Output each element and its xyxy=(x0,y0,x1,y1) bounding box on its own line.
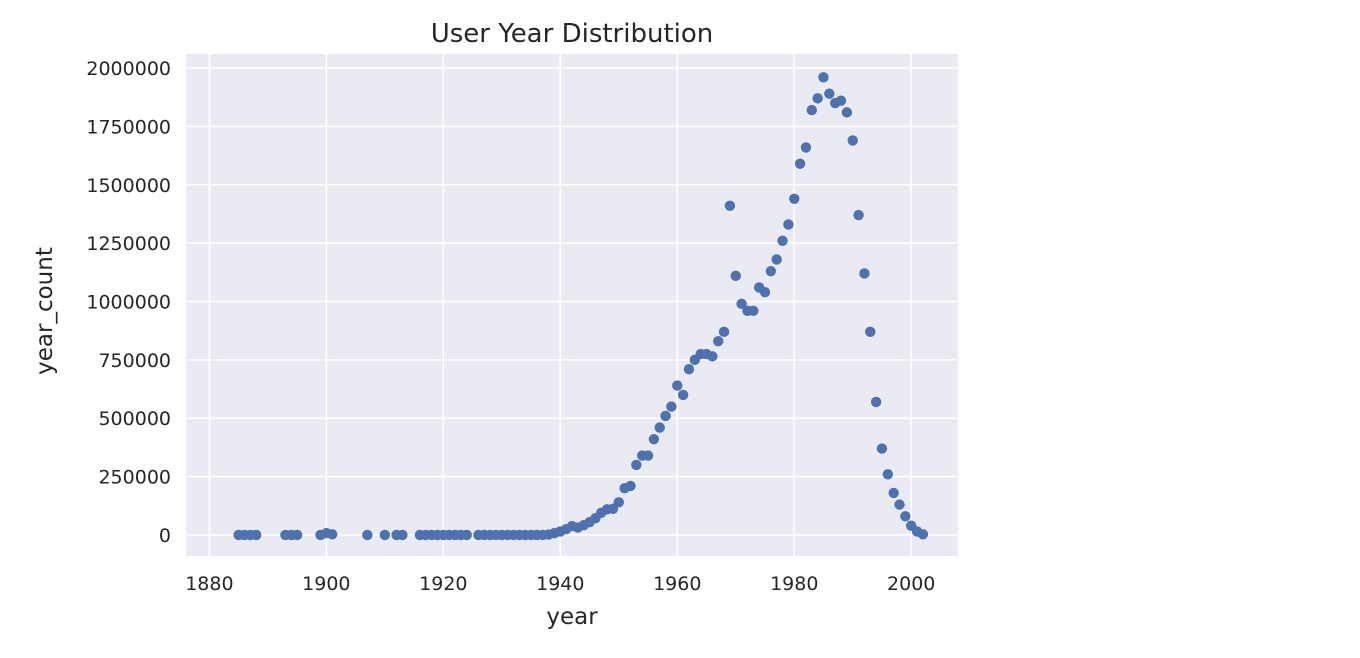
x-tick-label: 1940 xyxy=(536,573,584,595)
x-tick-label: 1880 xyxy=(185,573,233,595)
data-point xyxy=(625,480,636,492)
data-point xyxy=(736,298,747,310)
data-point xyxy=(613,497,624,508)
x-axis-label: year xyxy=(546,604,598,630)
data-point xyxy=(677,389,689,401)
data-point xyxy=(824,88,835,99)
data-point xyxy=(783,219,794,230)
data-point xyxy=(250,529,262,541)
data-point xyxy=(362,529,373,541)
data-point xyxy=(777,235,788,246)
x-tick-label: 1980 xyxy=(770,573,818,595)
data-point xyxy=(327,529,338,540)
y-tick-label: 0 xyxy=(159,525,171,547)
data-point xyxy=(642,450,654,461)
y-tick-label: 1750000 xyxy=(86,116,171,138)
data-point xyxy=(631,459,642,471)
data-point xyxy=(291,529,303,541)
data-point xyxy=(771,254,782,265)
data-point xyxy=(707,351,718,362)
data-point xyxy=(683,364,695,375)
y-tick-label: 1250000 xyxy=(86,233,171,255)
data-point xyxy=(841,107,853,118)
x-tick-label: 1900 xyxy=(302,573,350,595)
x-tick-label: 1960 xyxy=(653,573,701,595)
data-point xyxy=(730,270,741,282)
data-point xyxy=(917,529,929,540)
data-point xyxy=(718,326,730,338)
data-point xyxy=(818,72,829,83)
x-axis-ticks: 1880 1900 1920 1940 1960 1980 2000 xyxy=(185,573,935,595)
data-point xyxy=(900,511,911,522)
y-axis-label: year_count xyxy=(32,247,58,375)
data-point xyxy=(672,380,683,391)
data-point xyxy=(876,443,888,454)
data-point xyxy=(660,410,671,422)
data-point xyxy=(800,142,812,153)
data-point xyxy=(806,104,817,116)
y-tick-label: 750000 xyxy=(98,350,171,372)
data-point xyxy=(870,396,882,408)
x-tick-label: 1920 xyxy=(419,573,467,595)
data-point xyxy=(379,529,391,541)
x-tick-label: 2000 xyxy=(887,573,935,595)
data-point xyxy=(713,335,724,347)
data-point xyxy=(847,135,858,146)
plot-area xyxy=(186,54,958,556)
data-point xyxy=(724,200,736,211)
data-point xyxy=(894,499,905,510)
grid xyxy=(186,54,958,556)
chart-title: User Year Distribution xyxy=(431,19,714,49)
y-tick-label: 2000000 xyxy=(86,58,171,80)
data-point xyxy=(654,422,665,433)
data-point xyxy=(835,95,847,106)
data-point xyxy=(794,158,806,169)
y-tick-label: 500000 xyxy=(98,408,171,430)
data-points xyxy=(233,72,929,541)
data-point xyxy=(865,326,876,338)
y-axis-ticks: 0 250000 500000 750000 1000000 1250000 1500000… xyxy=(86,58,171,547)
data-point xyxy=(759,286,771,298)
data-point xyxy=(882,469,894,480)
data-point xyxy=(812,93,823,104)
data-point xyxy=(748,305,759,317)
data-point xyxy=(888,487,899,499)
data-point xyxy=(461,529,472,541)
y-tick-label: 250000 xyxy=(98,467,171,489)
y-tick-label: 1500000 xyxy=(86,175,171,197)
data-point xyxy=(397,529,408,541)
data-point xyxy=(853,209,864,221)
data-point xyxy=(765,265,777,277)
data-point xyxy=(666,401,677,412)
data-point xyxy=(789,193,800,204)
y-tick-label: 1000000 xyxy=(86,291,171,313)
data-point xyxy=(648,434,660,445)
data-point xyxy=(859,268,870,279)
